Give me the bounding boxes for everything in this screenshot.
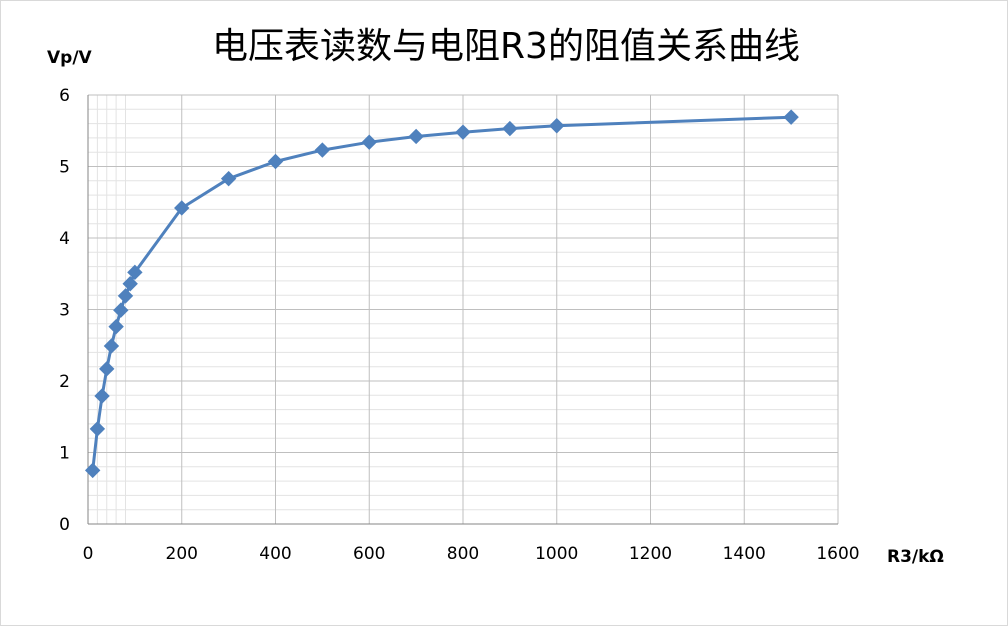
- y-tick-label: 2: [59, 372, 70, 392]
- data-point: [502, 120, 518, 137]
- data-point: [113, 302, 129, 318]
- data-point: [94, 388, 110, 404]
- x-tick-label: 1600: [816, 544, 859, 564]
- data-point: [89, 421, 106, 437]
- data-series: [84, 109, 799, 479]
- y-tick-label: 5: [59, 158, 70, 178]
- x-tick-label: 400: [259, 544, 291, 564]
- data-point: [314, 142, 331, 158]
- y-tick-label: 1: [59, 444, 70, 464]
- series-line: [91, 115, 792, 471]
- data-point: [267, 153, 284, 170]
- data-point: [108, 318, 124, 335]
- y-axis-label: Vp/V: [47, 48, 93, 68]
- x-tick-label: 600: [353, 544, 385, 564]
- data-point: [220, 170, 237, 187]
- y-tick-label: 3: [59, 301, 70, 321]
- x-axis-label: R3/kΩ: [887, 547, 944, 567]
- data-point: [84, 462, 101, 479]
- data-point: [455, 124, 471, 140]
- axes: [87, 95, 838, 525]
- y-tick-label: 4: [59, 229, 70, 249]
- x-tick-label: 0: [83, 544, 94, 564]
- data-point: [99, 361, 115, 377]
- x-tick-label: 200: [166, 544, 198, 564]
- x-tick-label: 1400: [723, 544, 766, 564]
- y-tick-label: 6: [59, 86, 70, 106]
- data-point: [127, 264, 143, 281]
- chart-title: 电压表读数与电阻R3的阻值关系曲线: [212, 26, 800, 67]
- y-tick-label: 0: [59, 515, 70, 535]
- data-point: [117, 288, 134, 304]
- grid: [87, 94, 839, 525]
- data-point: [103, 338, 120, 354]
- x-tick-label: 1000: [535, 544, 578, 564]
- x-tick-label: 800: [447, 544, 479, 564]
- data-point: [361, 134, 377, 150]
- data-point: [549, 118, 565, 134]
- data-point: [408, 128, 424, 145]
- data-point: [174, 200, 190, 216]
- tick-labels: 0 1 2 3 4 5 6 0 200 400 600 800 1000 1200 1400 1600: [59, 86, 859, 564]
- data-point: [783, 109, 799, 125]
- data-point: [122, 276, 138, 292]
- x-tick-label: 1200: [629, 544, 672, 564]
